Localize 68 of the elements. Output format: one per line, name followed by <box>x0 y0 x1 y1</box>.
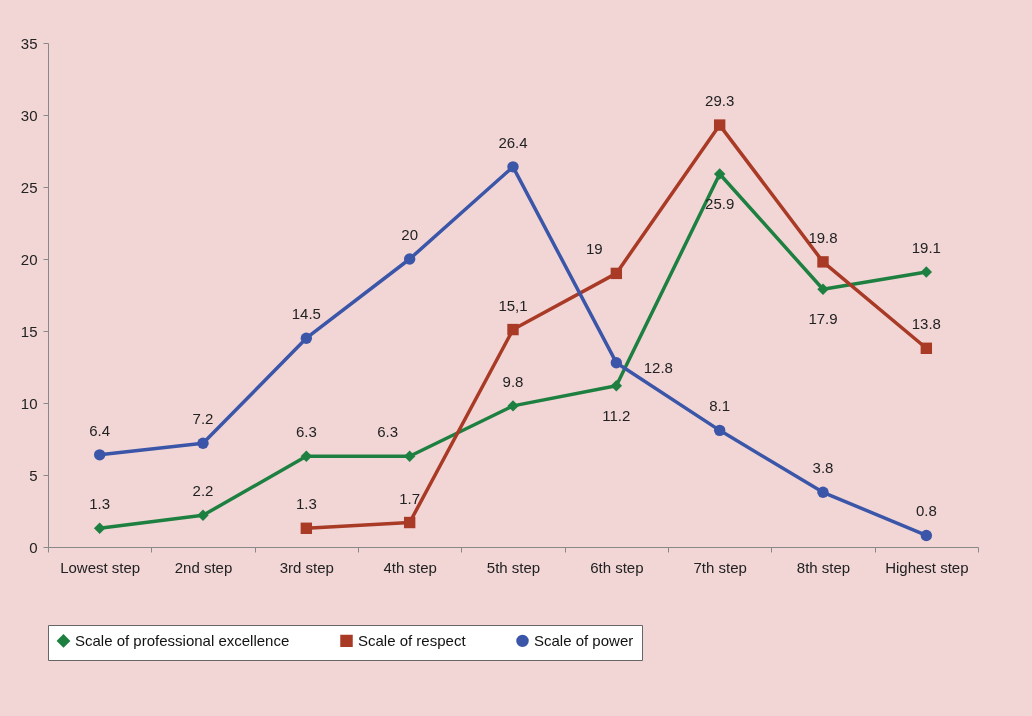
data-label: 11.2 <box>602 406 631 424</box>
x-tick-label: 8th step <box>796 558 851 576</box>
y-tick-label: 5 <box>29 466 38 484</box>
point <box>920 266 933 278</box>
data-label: 1.3 <box>89 495 111 513</box>
point <box>507 161 519 173</box>
point <box>713 424 726 437</box>
legend-label: Scale of professional excellence <box>75 631 290 649</box>
data-label: 25.9 <box>705 195 735 213</box>
point <box>300 522 313 534</box>
data-label: 17.9 <box>808 310 838 328</box>
data-label: 20 <box>401 226 419 243</box>
y-tick-label: 0 <box>29 538 38 556</box>
point <box>403 253 416 265</box>
data-label: 19 <box>585 240 603 258</box>
data-label: 13.8 <box>911 315 941 333</box>
x-tick-label: 3rd step <box>279 558 334 576</box>
data-label: 1.3 <box>295 495 317 513</box>
point <box>93 522 106 534</box>
point <box>610 356 623 369</box>
legend-label: Scale of power <box>534 631 634 649</box>
point <box>197 509 209 522</box>
data-label: 12.8 <box>643 358 673 376</box>
data-label: 9.8 <box>502 372 524 390</box>
point <box>300 332 313 344</box>
point <box>920 342 933 354</box>
point <box>507 323 519 336</box>
point <box>713 168 726 180</box>
x-tick-label: 6th step <box>590 558 644 576</box>
point <box>610 267 623 280</box>
data-label: 29.3 <box>705 92 735 110</box>
x-tick-label: Lowest step <box>60 558 141 576</box>
data-label: 6.3 <box>377 423 399 441</box>
data-label: 2.2 <box>192 482 214 500</box>
y-tick-label: 10 <box>20 394 38 412</box>
data-label: 3.8 <box>812 459 834 477</box>
x-tick-label: 2nd step <box>174 558 233 576</box>
point <box>920 529 933 542</box>
point <box>610 380 623 392</box>
data-label: 15,1 <box>498 296 528 314</box>
x-tick-label: Highest step <box>885 558 969 576</box>
data-label: 6.4 <box>89 421 111 439</box>
data-label: 26.4 <box>498 133 528 151</box>
data-label: 19.8 <box>808 228 838 246</box>
y-tick-label: 20 <box>20 250 38 268</box>
point <box>713 119 726 131</box>
point <box>507 400 519 412</box>
data-label: 0.8 <box>915 502 937 520</box>
point <box>817 283 829 295</box>
y-tick-label: 25 <box>20 178 38 196</box>
x-tick-label: 7th step <box>693 558 747 576</box>
data-label: 8.1 <box>709 397 731 415</box>
point <box>403 516 416 529</box>
y-tick-label: 35 <box>20 34 38 52</box>
legend-label: Scale of respect <box>358 631 467 649</box>
data-label: 6.3 <box>295 423 317 441</box>
data-label: 7.2 <box>192 410 214 428</box>
point <box>817 256 829 268</box>
point <box>93 449 106 461</box>
data-label: 14.5 <box>291 305 321 323</box>
x-tick-label: 4th step <box>383 558 437 576</box>
point <box>817 486 829 498</box>
data-label: 1.7 <box>399 489 421 507</box>
y-tick-label: 30 <box>20 106 38 124</box>
data-label: 19.1 <box>911 238 941 256</box>
point <box>197 437 209 450</box>
y-tick-label: 15 <box>20 322 38 340</box>
x-tick-label: 5th step <box>486 558 541 576</box>
